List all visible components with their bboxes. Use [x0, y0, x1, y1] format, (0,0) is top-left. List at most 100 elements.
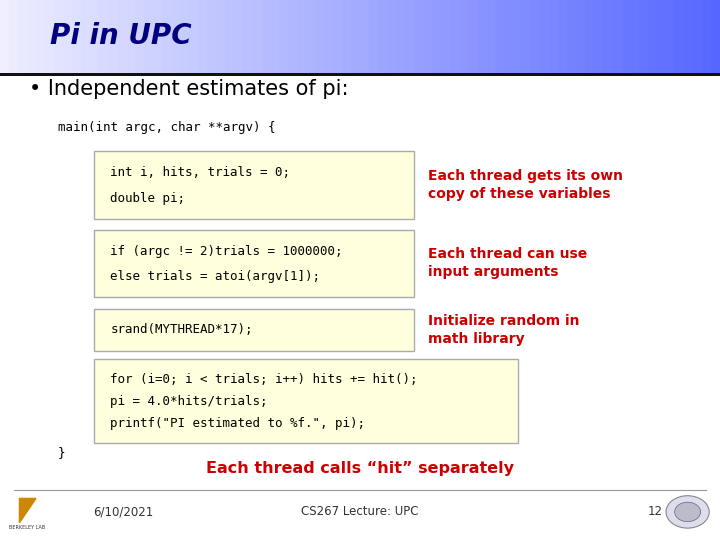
Bar	[99, 0, 108, 73]
Bar	[612, 0, 621, 73]
FancyBboxPatch shape	[94, 230, 414, 297]
Bar	[72, 0, 81, 73]
Text: double pi;: double pi;	[110, 192, 185, 205]
Text: Each thread can use
input arguments: Each thread can use input arguments	[428, 247, 588, 279]
Bar	[522, 0, 531, 73]
Text: int i, hits, trials = 0;: int i, hits, trials = 0;	[110, 166, 290, 179]
Bar	[441, 0, 450, 73]
Bar	[63, 0, 72, 73]
Bar	[126, 0, 135, 73]
Bar	[693, 0, 702, 73]
Bar	[144, 0, 153, 73]
Text: 12: 12	[647, 505, 662, 518]
Bar	[162, 0, 171, 73]
Text: else trials = atoi(argv[1]);: else trials = atoi(argv[1]);	[110, 270, 320, 283]
Bar	[495, 0, 504, 73]
Bar	[189, 0, 198, 73]
Bar	[711, 0, 720, 73]
Bar	[279, 0, 288, 73]
Text: 6/10/2021: 6/10/2021	[94, 505, 154, 518]
Bar	[9, 0, 18, 73]
Text: Each thread calls “hit” separately: Each thread calls “hit” separately	[206, 461, 514, 476]
Bar	[657, 0, 666, 73]
Bar	[432, 0, 441, 73]
Bar	[333, 0, 342, 73]
Bar	[315, 0, 324, 73]
Bar	[504, 0, 513, 73]
Bar	[585, 0, 594, 73]
Bar	[648, 0, 657, 73]
Text: srand(MYTHREAD*17);: srand(MYTHREAD*17);	[110, 323, 253, 336]
Bar	[531, 0, 540, 73]
Bar	[459, 0, 468, 73]
Bar	[0, 73, 720, 76]
Bar	[594, 0, 603, 73]
Bar	[549, 0, 558, 73]
Bar	[243, 0, 252, 73]
Bar	[387, 0, 396, 73]
Text: if (argc != 2)trials = 1000000;: if (argc != 2)trials = 1000000;	[110, 245, 343, 258]
Bar	[135, 0, 144, 73]
Bar	[603, 0, 612, 73]
Bar	[666, 0, 675, 73]
Bar	[450, 0, 459, 73]
Bar	[36, 0, 45, 73]
Text: BERKELEY LAB: BERKELEY LAB	[9, 524, 45, 530]
Bar	[414, 0, 423, 73]
Text: printf("PI estimated to %f.", pi);: printf("PI estimated to %f.", pi);	[110, 417, 365, 430]
Bar	[396, 0, 405, 73]
Bar	[630, 0, 639, 73]
Circle shape	[675, 502, 701, 522]
Bar	[18, 0, 27, 73]
Bar	[324, 0, 333, 73]
Bar	[117, 0, 126, 73]
Bar	[0, 0, 9, 73]
Bar	[180, 0, 189, 73]
Polygon shape	[19, 498, 36, 523]
Bar	[252, 0, 261, 73]
Bar	[234, 0, 243, 73]
Text: for (i=0; i < trials; i++) hits += hit();: for (i=0; i < trials; i++) hits += hit()…	[110, 373, 418, 386]
Bar	[27, 0, 36, 73]
Bar	[45, 0, 54, 73]
Bar	[675, 0, 684, 73]
Text: • Independent estimates of pi:: • Independent estimates of pi:	[29, 79, 348, 99]
Bar	[54, 0, 63, 73]
Text: Each thread gets its own
copy of these variables: Each thread gets its own copy of these v…	[428, 169, 624, 201]
Bar	[684, 0, 693, 73]
Bar	[540, 0, 549, 73]
Text: Pi in UPC: Pi in UPC	[50, 23, 192, 50]
Bar	[702, 0, 711, 73]
Bar	[216, 0, 225, 73]
FancyBboxPatch shape	[94, 151, 414, 219]
Text: pi = 4.0*hits/trials;: pi = 4.0*hits/trials;	[110, 395, 268, 408]
Bar	[558, 0, 567, 73]
Bar	[297, 0, 306, 73]
Bar	[477, 0, 486, 73]
Bar	[369, 0, 378, 73]
Text: main(int argc, char **argv) {: main(int argc, char **argv) {	[58, 121, 275, 134]
Bar	[351, 0, 360, 73]
Bar	[108, 0, 117, 73]
FancyBboxPatch shape	[94, 309, 414, 351]
Bar	[621, 0, 630, 73]
Bar	[207, 0, 216, 73]
Bar	[513, 0, 522, 73]
Bar	[306, 0, 315, 73]
Bar	[567, 0, 576, 73]
Text: CS267 Lecture: UPC: CS267 Lecture: UPC	[301, 505, 419, 518]
Text: Initialize random in
math library: Initialize random in math library	[428, 314, 580, 346]
Bar	[225, 0, 234, 73]
Bar	[423, 0, 432, 73]
Bar	[468, 0, 477, 73]
Bar	[81, 0, 90, 73]
Bar	[261, 0, 270, 73]
Bar	[270, 0, 279, 73]
Bar	[360, 0, 369, 73]
Bar	[171, 0, 180, 73]
Bar	[342, 0, 351, 73]
FancyBboxPatch shape	[94, 359, 518, 443]
Bar	[486, 0, 495, 73]
Text: }: }	[58, 446, 65, 459]
Bar	[90, 0, 99, 73]
